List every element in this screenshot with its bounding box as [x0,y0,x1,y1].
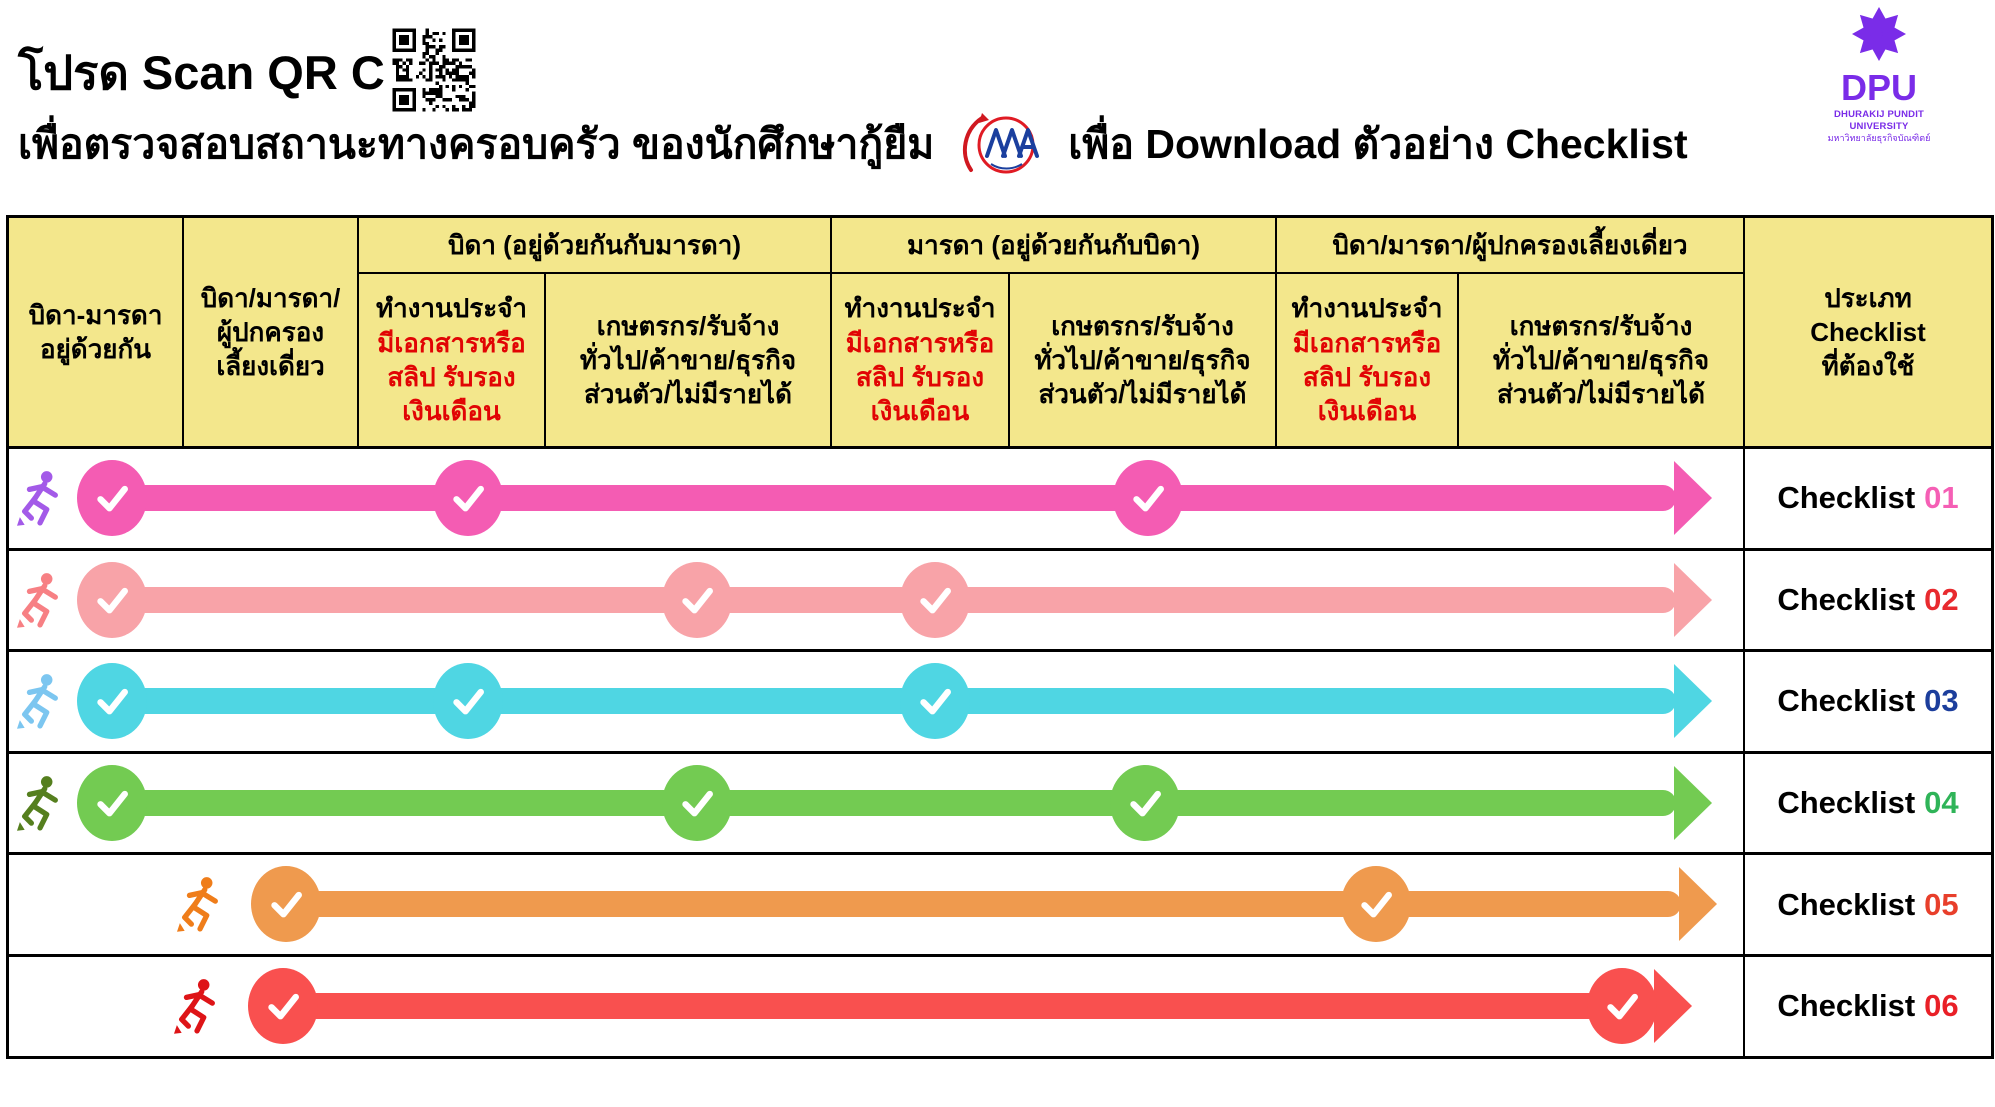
check-icon [1341,866,1411,943]
arrow-line [112,586,1676,613]
page-title-line2-left: เพื่อตรวจสอบสถานะทางครอบครัว ของนักศึกษา… [18,121,935,168]
row-track [9,855,1743,954]
checklist-table: บิดา-มารดา อยู่ด้วยกัน บิดา/มารดา/ ผู้ปก… [6,215,1994,1059]
check-icon [248,967,318,1044]
checklist-label: Checklist [1777,581,1916,617]
arrow-line [286,891,1681,918]
sub-salaried-title: ทำงานประจำ [375,293,528,324]
sub-salaried-detail: มีเอกสารหรือ สลิป รับรอง เงินเดือน [1292,327,1442,427]
header-sub-single-salaried: ทำงานประจำ มีเอกสารหรือ สลิป รับรอง เงิน… [1275,272,1457,446]
dpu-petals [1852,7,1906,61]
check-icon [1113,460,1183,536]
check-icon [77,561,147,638]
header-parents-together: บิดา-มารดา อยู่ด้วยกัน [9,218,182,446]
sub-salaried-title: ทำงานประจำ [1291,293,1443,324]
header-single-parent: บิดา/มารดา/ ผู้ปกครอง เลี้ยงเดี่ยว [182,218,357,446]
header-sub-father-salaried: ทำงานประจำ มีเอกสารหรือ สลิป รับรอง เงิน… [357,272,544,446]
checklist-number: 05 [1924,886,1959,922]
checklist-row: Checklist 03 [9,649,1991,751]
row-track [9,754,1743,853]
dpu-name-th: มหาวิทยาลัยธุรกิจบัณฑิตย์ [1827,132,1931,143]
header-sub-mother-informal: เกษตรกร/รับจ้าง ทั่วไป/ค้าขาย/ธุรกิจ ส่ว… [1008,272,1275,446]
checklist-number: 01 [1924,480,1959,516]
check-icon [900,663,970,740]
header-sub-father-informal: เกษตรกร/รับจ้าง ทั่วไป/ค้าขาย/ธุรกิจ ส่ว… [544,272,830,446]
check-icon [1587,967,1657,1044]
checklist-type-cell: Checklist 05 [1743,855,1991,954]
check-icon [77,764,147,841]
checklist-label: Checklist [1777,988,1916,1024]
runner-icon [17,775,58,831]
arrow-head-icon [1674,562,1712,637]
check-icon [77,663,147,740]
check-icon [433,663,503,740]
checklist-row: Checklist 04 [9,750,1991,853]
page-title-line2-right: เพื่อ Download ตัวอย่าง Checklist [1068,121,1688,168]
checklist-type-cell: Checklist 01 [1743,449,1991,548]
dpu-acronym: DPU [1841,67,1917,104]
header-checklist-type: ประเภท Checklist ที่ต้องใช้ [1743,218,1991,446]
table-header: บิดา-มารดา อยู่ด้วยกัน บิดา/มารดา/ ผู้ปก… [9,218,1991,446]
checklist-label: Checklist [1777,683,1916,719]
dpu-name-en: DHURAKIJ PUNDIT UNIVERSITY [1833,109,1925,132]
checklist-label: Checklist [1777,480,1916,516]
student-loan-fund-logo [963,113,1040,174]
sub-salaried-title: ทำงานประจำ [844,293,996,324]
row-track [9,652,1743,751]
arrow-head-icon [1679,867,1717,942]
sub-salaried-detail: มีเอกสารหรือ สลิป รับรอง เงินเดือน [377,327,526,427]
sub-salaried-detail: มีเอกสารหรือ สลิป รับรอง เงินเดือน [845,327,995,427]
dpu-logo: DPU DHURAKIJ PUNDIT UNIVERSITY มหาวิทยาล… [1806,4,1952,144]
arrow-head-icon [1674,664,1712,739]
check-icon [662,561,732,638]
checklist-number: 03 [1924,683,1959,719]
row-track [9,957,1743,1056]
checklist-type-cell: Checklist 02 [1743,550,1991,650]
header-sub-mother-salaried: ทำงานประจำ มีเอกสารหรือ สลิป รับรอง เงิน… [830,272,1008,446]
checklist-label: Checklist [1777,785,1916,821]
checklist-number: 02 [1924,581,1959,617]
row-track [9,449,1743,548]
row-track [9,551,1743,650]
header-group-father: บิดา (อยู่ด้วยกันกับมารดา) [357,218,830,272]
runner-icon [174,979,215,1034]
header-group-mother: มารดา (อยู่ด้วยกันกับบิดา) [830,218,1275,272]
runner-icon [17,471,58,526]
checklist-number: 06 [1924,988,1959,1024]
arrow-line [283,992,1656,1019]
runner-icon [177,877,218,933]
checklist-type-cell: Checklist 04 [1743,753,1991,853]
check-icon [251,866,321,943]
header-group-single: บิดา/มารดา/ผู้ปกครองเลี้ยงเดี่ยว [1275,218,1743,272]
checklist-row: Checklist 02 [9,547,1991,650]
arrow-head-icon [1674,461,1712,535]
checklist-label: Checklist [1777,886,1916,922]
checklist-row: Checklist 06 [9,953,1991,1056]
arrow-head-icon [1674,765,1712,840]
runner-icon [17,674,58,729]
check-icon [1110,764,1180,841]
check-icon [433,460,503,536]
checklist-row: Checklist 05 [9,852,1991,954]
arrow-line [112,789,1676,816]
arrow-line [112,688,1676,715]
checklist-rows: Checklist 01 Checklist 02 [9,446,1991,1056]
dpu-flower-icon: DPU [1841,7,1917,108]
arrow-head-icon [1654,968,1692,1043]
arrow-line [112,485,1676,511]
checklist-number: 04 [1924,785,1959,821]
checklist-type-cell: Checklist 06 [1743,956,1991,1056]
qr-code [386,22,482,118]
checklist-type-cell: Checklist 03 [1743,652,1991,751]
checklist-row: Checklist 01 [9,446,1991,548]
page-title-line2: เพื่อตรวจสอบสถานะทางครอบครัว ของนักศึกษา… [18,112,1688,178]
check-icon [77,460,147,536]
check-icon [900,561,970,638]
header-sub-single-informal: เกษตรกร/รับจ้าง ทั่วไป/ค้าขาย/ธุรกิจ ส่ว… [1457,272,1743,446]
check-icon [662,764,732,841]
runner-icon [17,572,58,628]
